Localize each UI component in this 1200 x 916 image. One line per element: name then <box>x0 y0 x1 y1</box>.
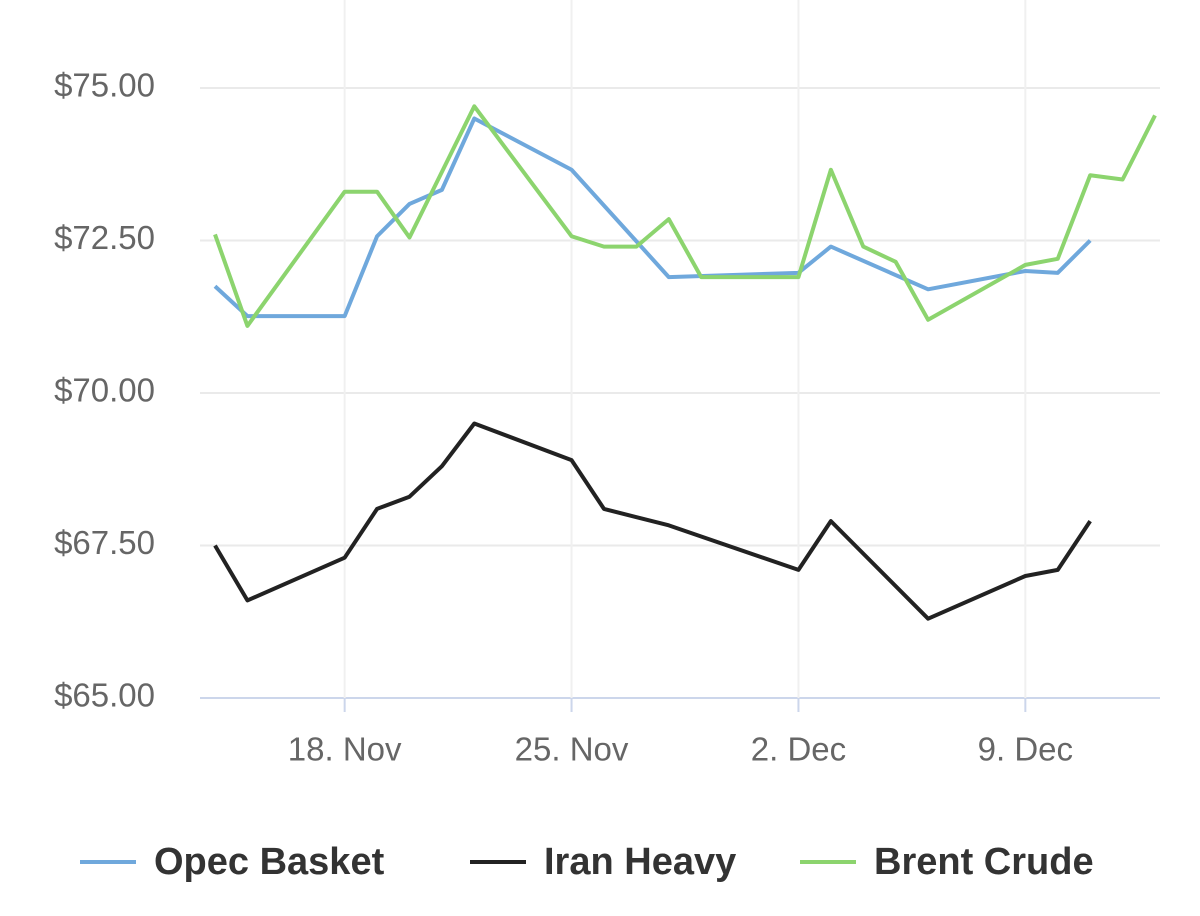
x-tick-label: 2. Dec <box>751 731 846 768</box>
y-tick-label: $70.00 <box>54 372 155 409</box>
y-tick-label: $67.50 <box>54 524 155 561</box>
legend-label: Brent Crude <box>874 841 1094 883</box>
legend: Opec Basket Iran Heavy Brent Crude <box>80 841 1094 883</box>
series-line <box>213 421 1092 621</box>
legend-label: Iran Heavy <box>544 841 736 883</box>
legend-label: Opec Basket <box>154 841 385 883</box>
x-tick-label: 18. Nov <box>288 731 402 768</box>
y-tick-label: $75.00 <box>54 67 155 104</box>
legend-item: Opec Basket <box>80 841 385 883</box>
y-tick-label: $65.00 <box>54 677 155 714</box>
legend-item: Brent Crude <box>800 841 1094 883</box>
legend-item: Iran Heavy <box>470 841 736 883</box>
x-tick-label: 9. Dec <box>978 731 1073 768</box>
series-line <box>213 104 1157 328</box>
x-tick-label: 25. Nov <box>515 731 629 768</box>
series-line <box>213 116 1092 319</box>
y-tick-label: $72.50 <box>54 219 155 256</box>
